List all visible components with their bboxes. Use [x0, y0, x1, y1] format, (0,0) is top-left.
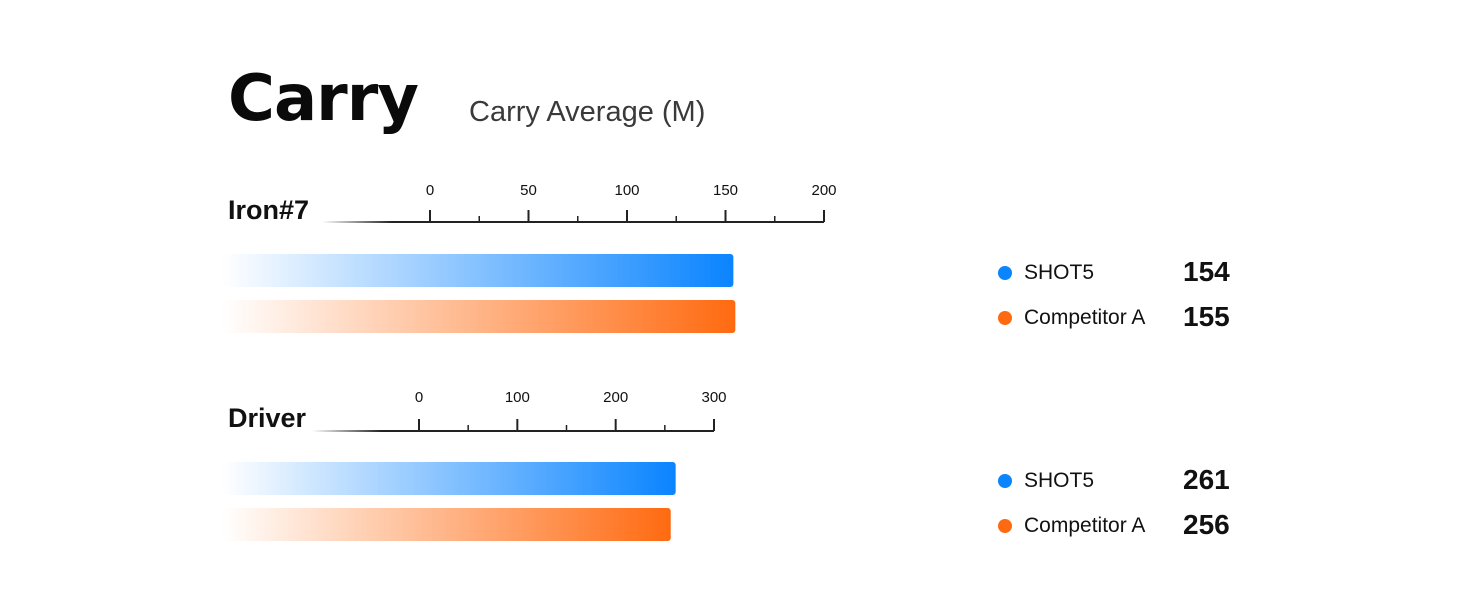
bar-shot5 — [222, 254, 734, 287]
axis-tick-label: 200 — [603, 389, 628, 406]
legend-label-shot5: SHOT5 — [1024, 261, 1095, 284]
legend-item-competitor-a: Competitor A 155 — [998, 301, 1258, 333]
legend-item-shot5: SHOT5 261 — [998, 464, 1258, 496]
axis-tick-label: 50 — [520, 182, 537, 199]
legend-label-competitor-a: Competitor A — [1024, 514, 1146, 537]
bar-shot5 — [222, 462, 676, 495]
legend-swatch-shot5 — [998, 474, 1012, 488]
legend-swatch-competitor-a — [998, 311, 1012, 325]
bar-competitor-a — [222, 300, 736, 333]
legend-swatch-competitor-a — [998, 519, 1012, 533]
axis-tick-label: 150 — [713, 182, 738, 199]
legend-item-competitor-a: Competitor A 256 — [998, 509, 1258, 541]
axis-tick-label: 300 — [701, 389, 726, 406]
axis-tick-label: 0 — [415, 389, 423, 406]
legend-label-competitor-a: Competitor A — [1024, 306, 1146, 329]
legend-label-shot5: SHOT5 — [1024, 469, 1095, 492]
legend-item-shot5: SHOT5 154 — [998, 256, 1258, 288]
axis-tick-label: 0 — [426, 182, 434, 199]
panel-title: Driver — [228, 403, 307, 433]
legend-value-competitor-a: 256 — [1183, 509, 1230, 540]
legend-value-shot5: 261 — [1183, 464, 1230, 495]
chart-subtitle: Carry Average (M) — [469, 96, 706, 128]
chart-panel-iron-7: Iron#7 0 50 100 150 200 — [222, 182, 837, 333]
bar-competitor-a — [222, 508, 671, 541]
legend-swatch-shot5 — [998, 266, 1012, 280]
chart-title: Carry — [228, 62, 419, 136]
panel-title: Iron#7 — [228, 195, 309, 225]
axis-tick-label: 200 — [811, 182, 836, 199]
legend-value-competitor-a: 155 — [1183, 301, 1230, 332]
axis-tick-label: 100 — [505, 389, 530, 406]
chart-panel-driver: Driver 0 100 200 300 — [222, 389, 727, 541]
legend-value-shot5: 154 — [1183, 256, 1230, 287]
axis-tick-label: 100 — [614, 182, 639, 199]
